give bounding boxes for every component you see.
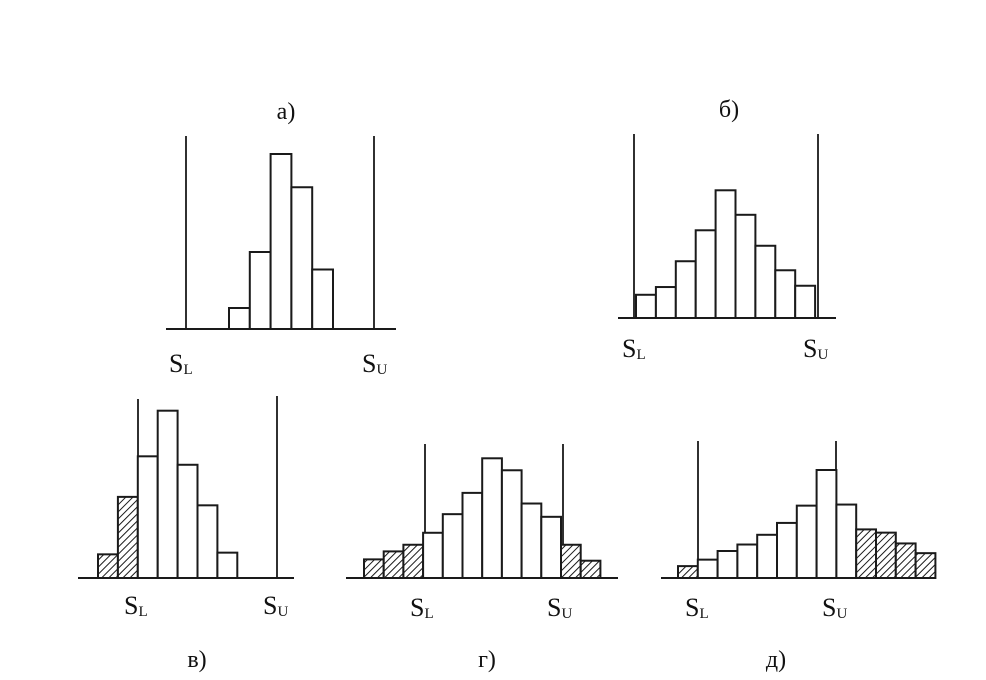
panel-a-lower-limit-label: SL (169, 349, 193, 378)
panel-v-bars (97, 409, 239, 580)
panel-g-lower-limit-label: SL (410, 593, 434, 622)
panel-a-bar-2 (248, 251, 272, 330)
panel-b-bar-4 (694, 229, 717, 319)
panel-v-lower-limit-label: SL (124, 591, 148, 620)
panel-g-bar-7 (481, 457, 503, 579)
panel-d-bar-2 (696, 558, 719, 580)
panel-g-bar-3-out-of-spec (402, 543, 425, 579)
panel-b-bar-7 (754, 244, 777, 319)
panel-g-bar-10 (540, 515, 562, 580)
panel-v-bar-3 (136, 455, 159, 580)
panel-b-bar-6 (734, 213, 757, 319)
panel-g-bar-6 (461, 491, 484, 580)
panel-v-bar-2-out-of-spec (116, 495, 139, 580)
panel-b-upper-limit-label: SU (803, 334, 828, 363)
panel-v: в) SL SU (78, 396, 294, 673)
panel-d-bar-5 (756, 533, 779, 579)
panel-d-bar-8 (815, 469, 838, 579)
panel-b: б) SL SU (618, 97, 836, 363)
panel-a: а) SL SU (166, 99, 396, 378)
panel-b-bar-5 (714, 189, 737, 319)
panel-d-bar-10-out-of-spec (855, 528, 878, 580)
panel-g-bar-1-out-of-spec (363, 558, 385, 580)
panel-v-bar-1-out-of-spec (97, 553, 119, 580)
panel-g-bar-5 (441, 513, 464, 579)
panel-v-bar-5 (176, 463, 199, 579)
panel-a-bar-3 (269, 153, 293, 330)
panel-g-bar-11-out-of-spec (560, 543, 582, 579)
panel-g-upper-limit-label: SU (547, 593, 572, 622)
panel-d-caption: д) (766, 647, 786, 673)
panel-g-bars (363, 457, 602, 580)
panel-a-upper-limit-label: SU (362, 349, 387, 378)
panel-a-caption: а) (277, 99, 296, 125)
panel-a-bar-4 (290, 186, 314, 330)
panel-d-bar-4 (736, 543, 759, 580)
panel-b-bar-1 (635, 293, 657, 319)
panel-b-bar-3 (674, 260, 697, 319)
panel-v-upper-limit-label: SU (263, 591, 288, 620)
panel-a-bars (228, 153, 335, 330)
panel-a-bar-1 (228, 307, 251, 330)
panel-a-bar-5 (311, 268, 335, 330)
panel-b-bar-9 (794, 284, 817, 319)
panel-d-bar-7 (795, 504, 818, 580)
panel-b-bars (635, 189, 817, 320)
panel-b-caption: б) (719, 97, 739, 123)
panel-g-bar-8 (500, 469, 523, 579)
panel-g-bar-4 (422, 531, 444, 580)
panel-v-bar-7 (216, 551, 239, 580)
panel-g-bar-9 (520, 502, 543, 579)
panel-v-bar-4 (156, 409, 179, 579)
panel-d-bar-9 (835, 503, 858, 579)
panel-d-bar-3 (716, 550, 739, 579)
panel-d-bar-6 (776, 521, 798, 579)
panel-d-bars (677, 469, 937, 580)
panel-b-bar-2 (654, 286, 677, 320)
panel-g: г) SL SU (346, 444, 618, 673)
panel-d-bar-12-out-of-spec (894, 542, 917, 580)
panel-d-lower-limit-label: SL (685, 593, 709, 622)
panel-d: д) SL SU (661, 441, 937, 673)
panel-d-bar-13-out-of-spec (914, 552, 937, 579)
panel-b-lower-limit-label: SL (622, 334, 646, 363)
panel-v-bar-6 (196, 504, 219, 579)
panel-g-bar-12-out-of-spec (579, 559, 602, 580)
panel-d-upper-limit-label: SU (822, 593, 847, 622)
panel-g-bar-2-out-of-spec (382, 550, 405, 580)
panel-d-bar-1-out-of-spec (677, 565, 699, 579)
panel-g-caption: г) (478, 647, 496, 673)
panel-d-bar-11-out-of-spec (875, 531, 897, 580)
panel-b-bar-8 (774, 269, 797, 319)
panel-v-caption: в) (187, 647, 206, 673)
